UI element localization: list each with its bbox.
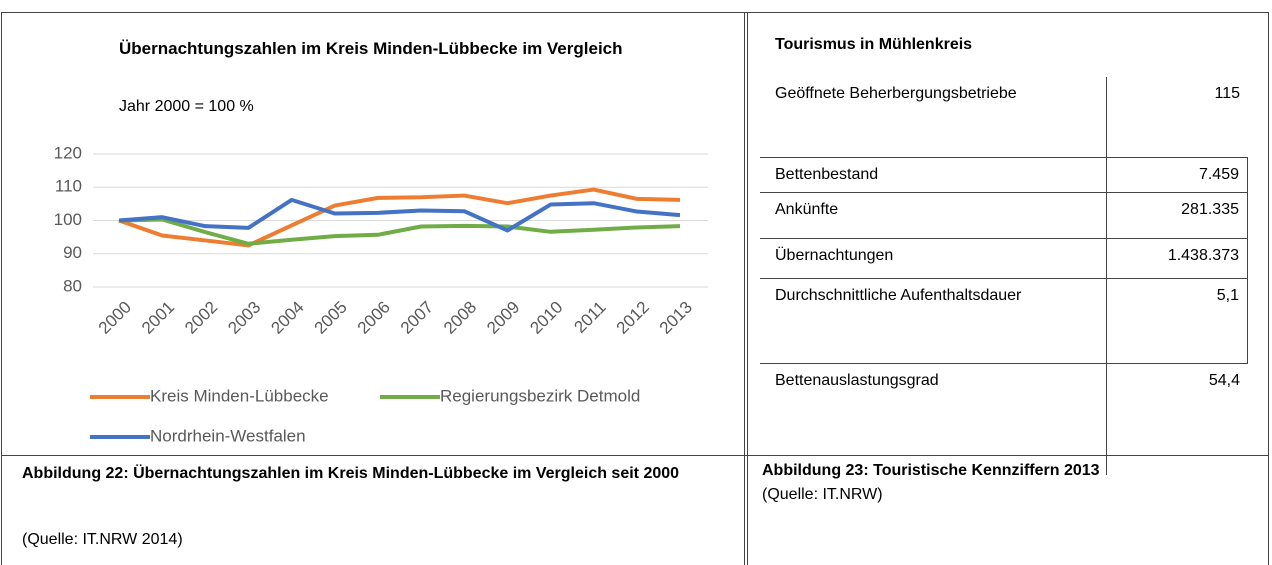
caption-source: (Quelle: IT.NRW 2014) [22, 531, 183, 548]
y-tick-label: 100 [54, 210, 82, 229]
table-cell: Übernachtungen [760, 238, 1106, 278]
table-cell: Geöffnete Beherbergungsbetriebe [775, 85, 1017, 102]
table-cell: 54,4 [1106, 363, 1248, 475]
caption-divider [1, 455, 1269, 456]
table-cell: Bettenbestand [760, 157, 1106, 192]
x-tick-label: 2002 [181, 298, 221, 338]
x-tick-label: 2001 [138, 298, 178, 338]
x-tick-label: 2013 [656, 298, 696, 338]
column-divider [744, 12, 748, 565]
legend-label: Nordrhein-Westfalen [150, 426, 306, 445]
x-tick-label: 2007 [397, 298, 437, 338]
chart-title: Übernachtungszahlen im Kreis Minden-Lübb… [119, 39, 623, 58]
table-cell: Durchschnittliche Aufenthaltsdauer [760, 278, 1106, 363]
series-line [118, 187, 681, 248]
chart-subtitle: Jahr 2000 = 100 % [119, 98, 254, 115]
x-tick-label: 2010 [526, 298, 566, 338]
series-line [118, 197, 681, 233]
x-tick-label: 2012 [613, 298, 653, 338]
caption-source: (Quelle: IT.NRW) [762, 486, 883, 503]
table-cell: Bettenauslastungsgrad [760, 363, 1106, 475]
x-tick-label: 2008 [440, 298, 480, 338]
legend-label: Kreis Minden-Lübbecke [150, 386, 329, 405]
caption-title: Abbildung 23: Touristische Kennziffern 2… [762, 462, 1100, 479]
x-tick-label: 2006 [354, 298, 394, 338]
x-tick-label: 2009 [483, 298, 523, 338]
x-tick-label: 2011 [570, 298, 609, 337]
frame [1, 12, 1269, 565]
x-tick-label: 2005 [311, 298, 351, 338]
x-tick-label: 2004 [267, 298, 307, 338]
table-title: Tourismus in Mühlenkreis [775, 36, 973, 53]
y-tick-label: 80 [63, 276, 82, 295]
table-cell: 7.459 [1106, 157, 1248, 192]
table-cell: 1.438.373 [1106, 238, 1248, 278]
x-tick-label: 2003 [224, 298, 264, 338]
table-cell: 115 [1106, 77, 1248, 157]
series-line [118, 217, 681, 246]
x-tick-label: 2000 [95, 298, 135, 338]
y-tick-label: 90 [63, 243, 82, 262]
table-cell: 5,1 [1106, 278, 1248, 363]
y-tick-label: 120 [54, 143, 82, 162]
table-cell: 281.335 [1106, 192, 1248, 238]
caption-title: Abbildung 22: Übernachtungszahlen im Kre… [22, 465, 680, 482]
legend-label: Regierungsbezirk Detmold [440, 386, 640, 405]
table-cell: Ankünfte [760, 192, 1106, 238]
y-tick-label: 110 [55, 177, 82, 196]
